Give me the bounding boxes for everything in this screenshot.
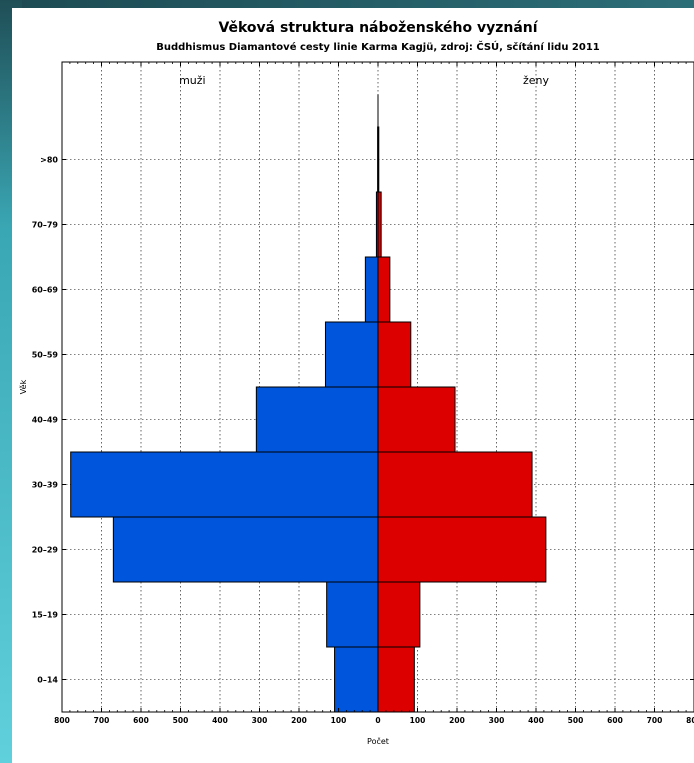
bar-women — [377, 386, 456, 453]
y-tick-label: 70–79 — [32, 221, 59, 230]
bar-men — [255, 386, 379, 453]
bar-men — [112, 516, 379, 583]
chart-subtitle: Buddhismus Diamantové cesty linie Karma … — [156, 40, 600, 53]
chart-figure: Věková struktura náboženského vyznání Bu… — [12, 8, 694, 763]
bars — [70, 126, 547, 713]
population-pyramid-chart: Věková struktura náboženského vyznání Bu… — [19, 20, 694, 746]
x-tick-label: 700 — [647, 716, 663, 725]
ticks: 800 700 600 500 400 300 200 100 0 100 200 300 400 500… — [32, 62, 694, 725]
x-tick-label: 200 — [291, 716, 307, 725]
bar-women — [377, 516, 547, 583]
y-tick-label: 60–69 — [32, 286, 59, 295]
x-tick-label: 800 — [54, 716, 70, 725]
bar-women — [377, 581, 421, 648]
group-label-men: muži — [179, 74, 206, 87]
bar-men — [364, 256, 379, 323]
bar-men — [326, 581, 379, 648]
x-tick-label: 200 — [449, 716, 465, 725]
x-tick-label: 400 — [528, 716, 544, 725]
x-tick-label: 600 — [133, 716, 149, 725]
x-tick-label: 800 — [686, 716, 694, 725]
y-axis-label: Věk — [19, 379, 28, 394]
y-tick-label: 15–19 — [32, 611, 59, 620]
bar-men — [324, 321, 379, 388]
x-tick-label: 400 — [212, 716, 228, 725]
y-tick-label: >80 — [40, 156, 58, 165]
x-tick-label: 0 — [375, 716, 380, 725]
y-tick-label: 20–29 — [32, 546, 59, 555]
group-label-women: ženy — [523, 74, 550, 87]
x-axis-label: Počet — [367, 736, 389, 746]
y-tick-label: 40–49 — [32, 416, 59, 425]
bar-women — [377, 321, 412, 388]
x-tick-label: 500 — [568, 716, 584, 725]
y-tick-label: 0–14 — [37, 676, 58, 685]
bar-men — [334, 646, 379, 713]
x-tick-label: 300 — [489, 716, 505, 725]
chart-title: Věková struktura náboženského vyznání — [218, 20, 538, 36]
x-tick-label: 300 — [252, 716, 268, 725]
x-tick-label: 700 — [94, 716, 110, 725]
x-tick-label: 100 — [331, 716, 347, 725]
y-tick-label: 30–39 — [32, 481, 59, 490]
y-tick-label: 50–59 — [32, 351, 59, 360]
x-tick-label: 600 — [607, 716, 623, 725]
bar-men — [70, 451, 379, 518]
bar-women — [377, 451, 533, 518]
bar-women — [377, 646, 415, 713]
bar-women — [377, 256, 391, 323]
x-tick-label: 500 — [173, 716, 189, 725]
x-tick-label: 100 — [410, 716, 426, 725]
